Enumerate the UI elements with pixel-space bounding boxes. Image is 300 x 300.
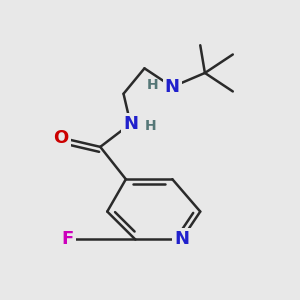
Text: N: N <box>165 78 180 96</box>
Text: H: H <box>147 77 158 92</box>
Text: F: F <box>61 230 74 248</box>
Text: O: O <box>53 129 68 147</box>
Text: N: N <box>174 230 189 248</box>
Text: N: N <box>123 115 138 133</box>
Text: H: H <box>145 119 156 133</box>
